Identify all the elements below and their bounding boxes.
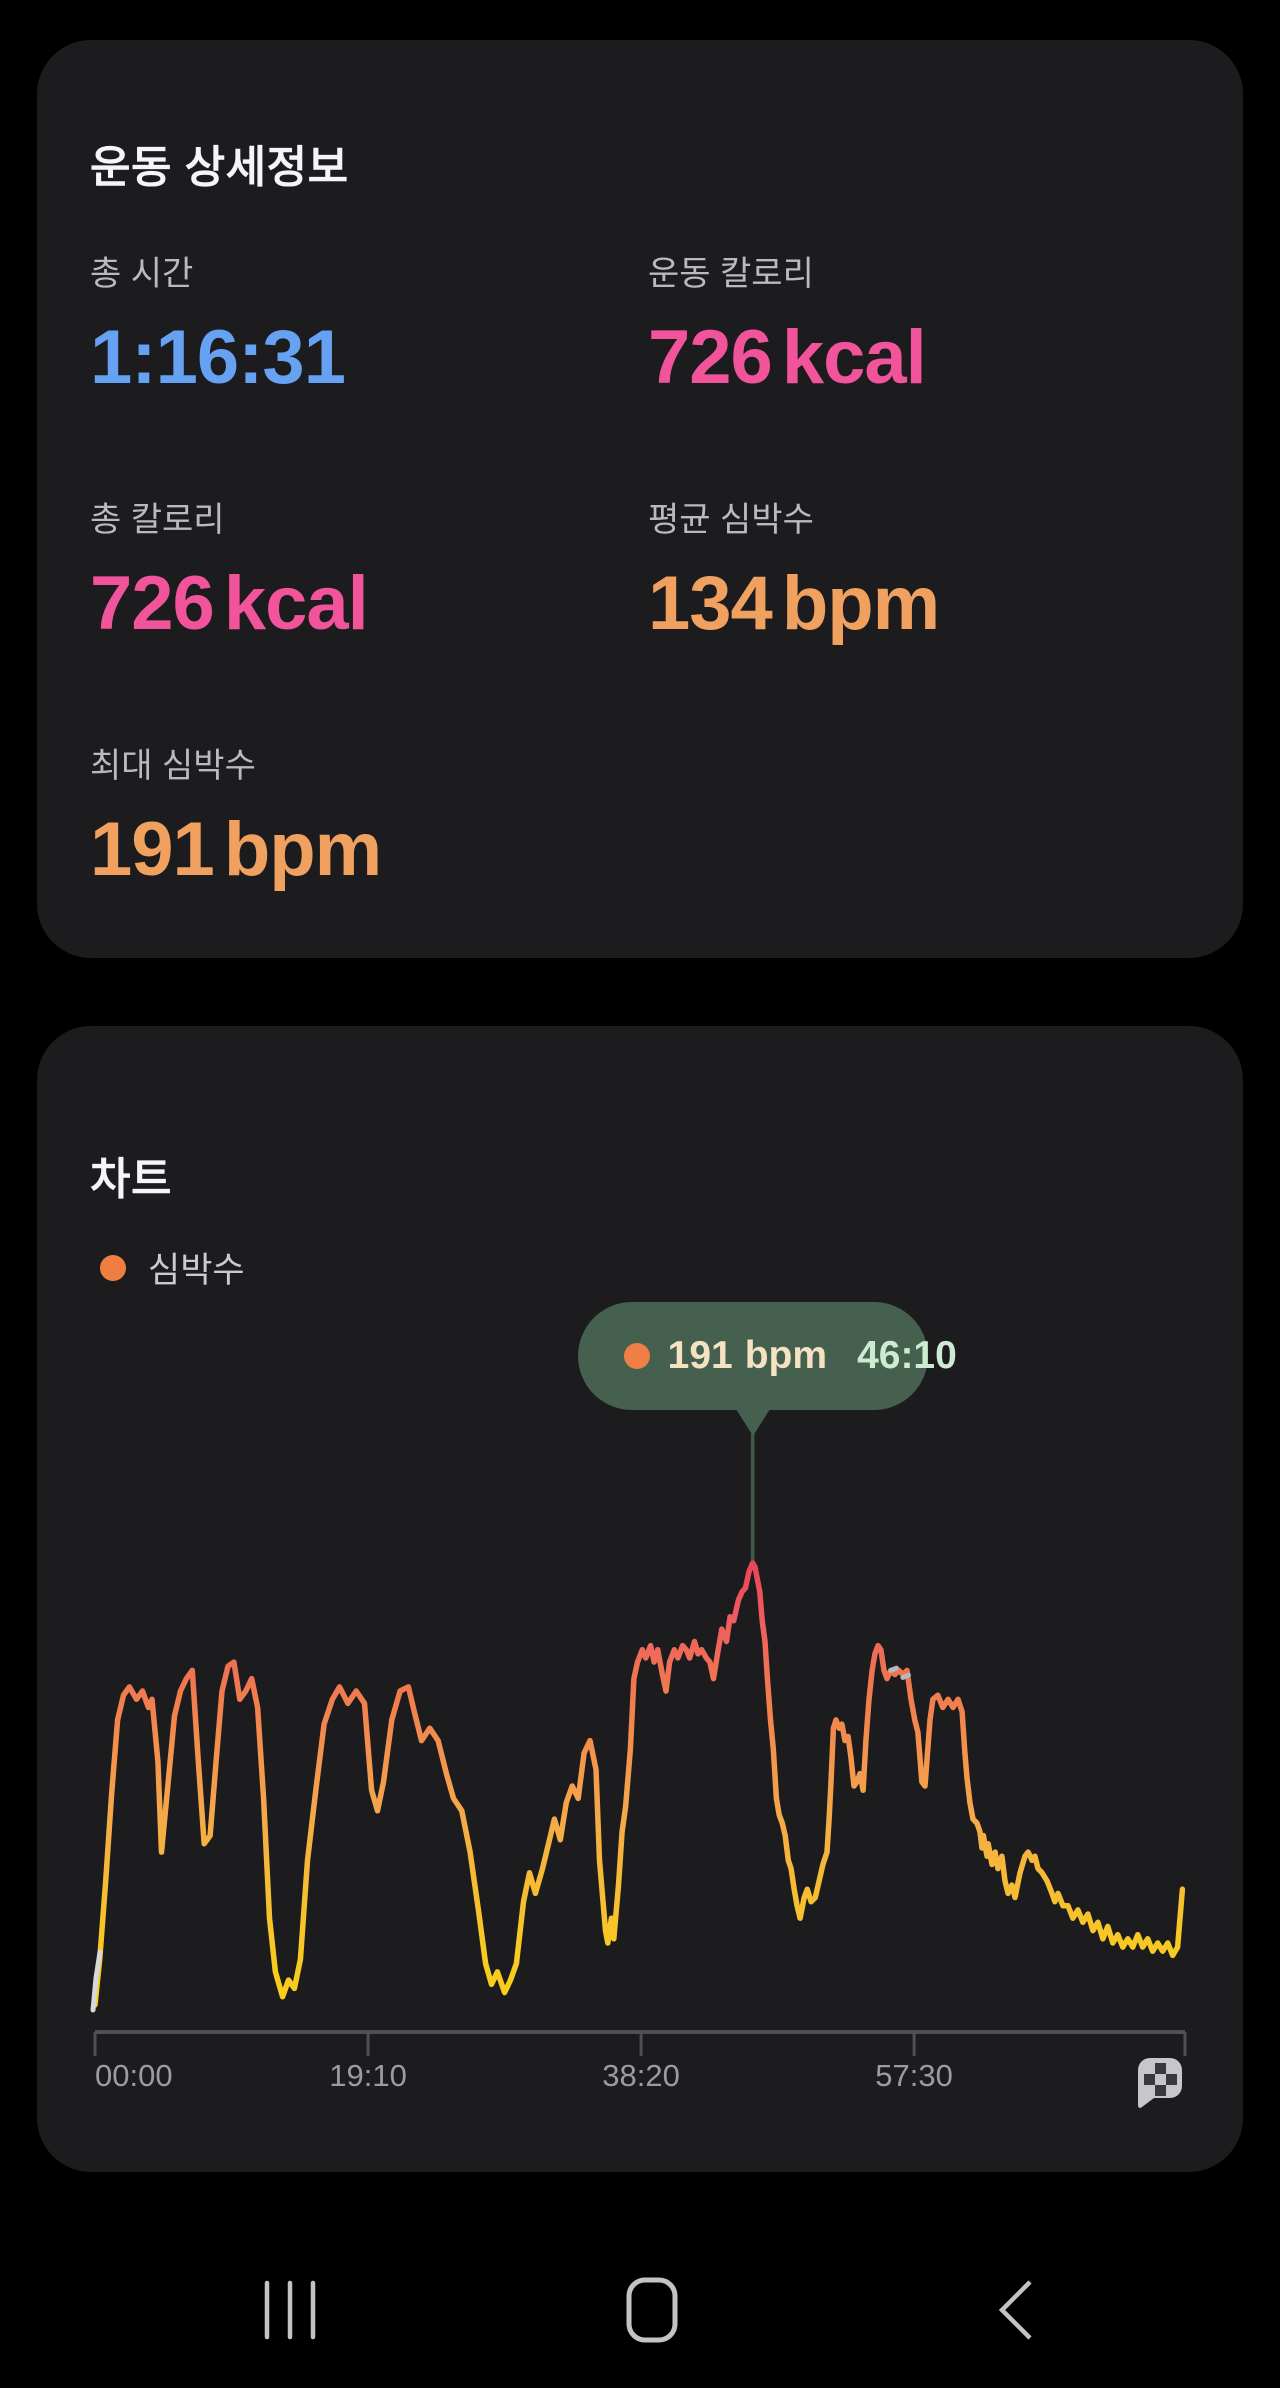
- stat-label: 최대 심박수: [90, 747, 256, 785]
- x-axis-tick-label: 19:10: [329, 2058, 407, 2093]
- stat-exercise-calories: 운동 칼로리 726 kcal: [648, 252, 1190, 498]
- stat-value: 134 bpm: [648, 561, 940, 646]
- heart-rate-chart-card: 차트 심박수: [37, 1026, 1243, 2172]
- page-title: 운동 상세정보: [90, 143, 349, 193]
- stat-avg-heart-rate: 평균 심박수 134 bpm: [648, 498, 1190, 744]
- stats-grid: 총 시간 1:16:31 운동 칼로리 726 kcal 총 칼로리 726 kca…: [90, 252, 1190, 990]
- workout-start-marker: [90, 1949, 103, 2013]
- stat-total-calories: 총 칼로리 726 kcal: [90, 498, 648, 744]
- tooltip-pointer: [733, 1406, 772, 1436]
- stat-max-heart-rate: 최대 심박수 191 bpm: [90, 744, 648, 990]
- stat-value: 726 kcal: [648, 315, 927, 400]
- stat-label: 운동 칼로리: [648, 255, 814, 293]
- stat-label: 총 칼로리: [90, 501, 225, 539]
- pause-marker-dashes: [888, 1665, 911, 1680]
- tooltip-heart-rate-dot-icon: [623, 1343, 650, 1369]
- stat-value: 191 bpm: [90, 807, 382, 892]
- chart-title: 차트: [90, 1154, 172, 1204]
- exercise-details-card: 운동 상세정보 총 시간 1:16:31 운동 칼로리 726 kcal 총 칼로…: [37, 40, 1243, 958]
- back-button[interactable]: [978, 2276, 1058, 2344]
- x-axis-tick-label: 00:00: [95, 2058, 173, 2093]
- chart-legend: 심박수: [100, 1242, 245, 1293]
- recents-button[interactable]: [250, 2276, 330, 2344]
- heart-rate-legend-dot-icon: [100, 1254, 126, 1281]
- tooltip-value: 191 bpm: [667, 1334, 828, 1377]
- finish-flag-icon: [1138, 2058, 1182, 2108]
- x-axis-tick-label: 57:30: [875, 2058, 953, 2093]
- x-axis-tick-label: 38:20: [602, 2058, 680, 2093]
- legend-label: 심박수: [148, 1251, 245, 1290]
- home-button[interactable]: [612, 2276, 692, 2344]
- stat-total-time: 총 시간 1:16:31: [90, 252, 648, 498]
- stat-label: 평균 심박수: [648, 501, 814, 539]
- tooltip-time: 46:10: [857, 1334, 957, 1377]
- heart-rate-tooltip: 191 bpm 46:10: [577, 1302, 957, 1436]
- x-axis: [93, 2030, 1187, 2056]
- android-nav-bar: [0, 2250, 1280, 2388]
- heart-rate-line: [92, 1560, 1186, 2008]
- stat-value: 726 kcal: [90, 561, 369, 646]
- stat-label: 총 시간: [90, 255, 194, 293]
- stat-value: 1:16:31: [90, 315, 346, 400]
